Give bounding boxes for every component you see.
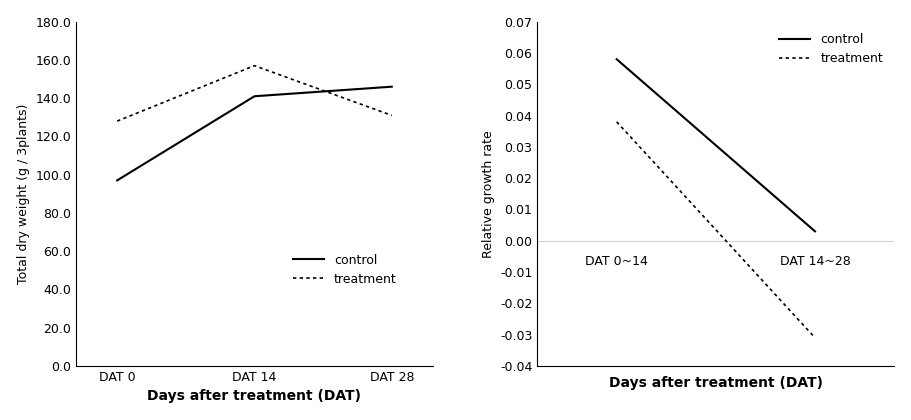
treatment (611, 119, 622, 124)
control (810, 229, 821, 234)
Line: treatment: treatment (118, 66, 392, 121)
X-axis label: Days after treatment (DAT): Days after treatment (DAT) (609, 376, 823, 390)
Line: treatment: treatment (617, 122, 815, 338)
treatment (810, 335, 821, 340)
Y-axis label: Relative growth rate: Relative growth rate (482, 130, 495, 257)
treatment (249, 63, 260, 68)
control (249, 94, 260, 99)
Text: DAT 14~28: DAT 14~28 (780, 255, 850, 268)
Legend: control, treatment: control, treatment (288, 249, 402, 291)
Legend: control, treatment: control, treatment (774, 28, 888, 70)
Text: DAT 0~14: DAT 0~14 (585, 255, 648, 268)
control (386, 84, 397, 89)
Line: control: control (617, 59, 815, 231)
treatment (112, 118, 123, 123)
X-axis label: Days after treatment (DAT): Days after treatment (DAT) (148, 389, 362, 403)
Y-axis label: Total dry weight (g / 3plants): Total dry weight (g / 3plants) (16, 104, 30, 284)
treatment (386, 113, 397, 118)
Line: control: control (118, 87, 392, 181)
control (611, 57, 622, 62)
control (112, 178, 123, 183)
